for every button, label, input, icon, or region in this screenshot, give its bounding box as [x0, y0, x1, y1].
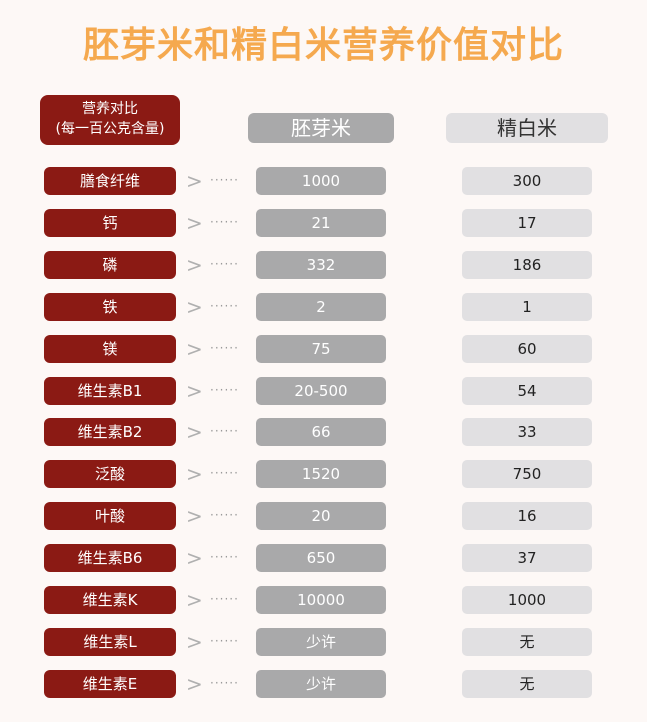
germ-rice-value: 少许: [256, 669, 386, 698]
dotted-leader: ······: [210, 298, 239, 313]
white-rice-value: 无: [462, 627, 592, 656]
table-row: 膳食纤维 > ······ 1000 300: [0, 166, 647, 196]
nutrient-label: 维生素B1: [44, 376, 176, 405]
chevron-right-icon: >: [186, 671, 203, 696]
chevron-right-icon: >: [186, 169, 203, 193]
nutrient-label: 泛酸: [44, 460, 176, 489]
white-rice-value: 无: [462, 669, 592, 698]
dotted-leader: ······: [210, 340, 239, 355]
white-rice-value: 16: [462, 502, 592, 531]
nutrient-label: 维生素B2: [44, 418, 176, 447]
germ-rice-value: 75: [256, 334, 386, 363]
germ-rice-value: 少许: [256, 627, 386, 656]
table-row: 维生素K > ······ 10000 1000: [0, 585, 647, 615]
header-germ-rice: 胚芽米: [248, 113, 394, 143]
germ-rice-value: 10000: [256, 586, 386, 614]
chevron-right-icon: >: [186, 462, 203, 487]
chevron-right-icon: >: [186, 504, 203, 529]
nutrient-label: 维生素K: [44, 586, 176, 614]
white-rice-value: 1000: [462, 586, 592, 614]
germ-rice-value: 66: [256, 418, 386, 447]
header-label-line1: 营养对比: [82, 101, 138, 117]
dotted-leader: ······: [210, 466, 239, 481]
germ-rice-value: 650: [256, 544, 386, 573]
nutrient-label: 磷: [44, 250, 176, 279]
chevron-right-icon: >: [186, 294, 203, 319]
germ-rice-value: 1520: [256, 460, 386, 489]
dotted-leader: ······: [210, 592, 239, 606]
header-white-rice: 精白米: [446, 113, 608, 143]
dotted-leader: ······: [210, 214, 239, 229]
dotted-leader: ······: [210, 382, 239, 397]
germ-rice-value: 2: [256, 292, 386, 321]
nutrient-label: 叶酸: [44, 502, 176, 531]
chevron-right-icon: >: [186, 546, 203, 571]
table-row: 铁 > ······ 2 1: [0, 292, 647, 322]
germ-rice-value: 20: [256, 502, 386, 531]
chevron-right-icon: >: [186, 210, 203, 235]
table-row: 镁 > ······ 75 60: [0, 334, 647, 364]
chevron-right-icon: >: [186, 420, 203, 445]
dotted-leader: ······: [210, 633, 239, 648]
germ-rice-value: 20-500: [256, 376, 386, 405]
nutrient-label: 镁: [44, 334, 176, 363]
page-title: 胚芽米和精白米营养价值对比: [82, 25, 564, 66]
header-label-line2: (每一百公克含量): [55, 121, 165, 137]
table-row: 维生素E > ······ 少许 无: [0, 669, 647, 699]
white-rice-value: 33: [462, 418, 592, 447]
table-row: 维生素B6 > ······ 650 37: [0, 543, 647, 573]
white-rice-value: 60: [462, 334, 592, 363]
dotted-leader: ······: [210, 424, 239, 439]
dotted-leader: ······: [210, 508, 239, 523]
white-rice-value: 300: [462, 167, 592, 195]
chevron-right-icon: >: [186, 336, 203, 361]
nutrient-label: 维生素L: [44, 627, 176, 656]
white-rice-value: 186: [462, 250, 592, 279]
chevron-right-icon: >: [186, 588, 203, 612]
table-row: 钙 > ······ 21 17: [0, 208, 647, 238]
germ-rice-value: 21: [256, 208, 386, 237]
dotted-leader: ······: [210, 173, 239, 187]
table-row: 维生素B1 > ······ 20-500 54: [0, 376, 647, 406]
chevron-right-icon: >: [186, 629, 203, 654]
table-row: 泛酸 > ······ 1520 750: [0, 459, 647, 489]
nutrient-label: 维生素E: [44, 669, 176, 698]
dotted-leader: ······: [210, 550, 239, 565]
white-rice-value: 54: [462, 376, 592, 405]
table-row: 维生素L > ······ 少许 无: [0, 627, 647, 657]
header-nutrient-label: 营养对比 (每一百公克含量): [40, 95, 180, 145]
table-row: 磷 > ······ 332 186: [0, 250, 647, 280]
chevron-right-icon: >: [186, 252, 203, 277]
nutrient-label: 膳食纤维: [44, 167, 176, 195]
dotted-leader: ······: [210, 675, 239, 690]
white-rice-value: 1: [462, 292, 592, 321]
table-row: 叶酸 > ······ 20 16: [0, 501, 647, 531]
white-rice-value: 17: [462, 208, 592, 237]
white-rice-value: 37: [462, 544, 592, 573]
germ-rice-value: 1000: [256, 167, 386, 195]
white-rice-value: 750: [462, 460, 592, 489]
dotted-leader: ······: [210, 256, 239, 271]
chevron-right-icon: >: [186, 378, 203, 403]
nutrient-label: 维生素B6: [44, 544, 176, 573]
nutrient-label: 铁: [44, 292, 176, 321]
germ-rice-value: 332: [256, 250, 386, 279]
nutrient-label: 钙: [44, 208, 176, 237]
table-row: 维生素B2 > ······ 66 33: [0, 417, 647, 447]
